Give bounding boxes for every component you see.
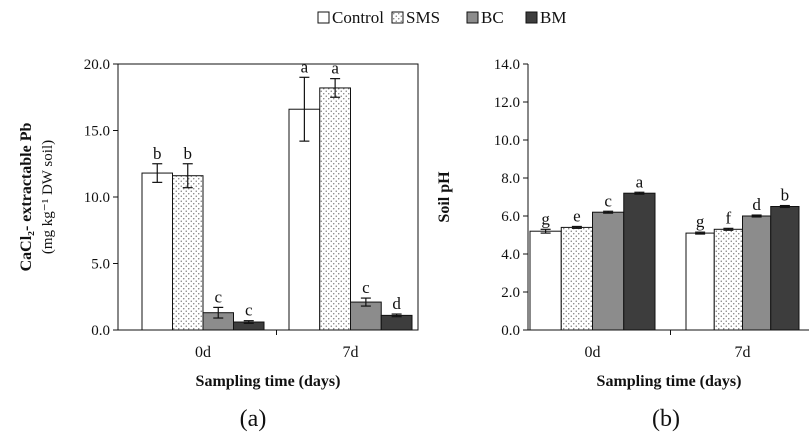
y-tick-label: 6.0 [501,209,520,225]
significance-letter: c [604,191,612,210]
y-tick-label: 0.0 [501,323,520,339]
significance-letter: b [153,144,162,163]
panel-b: 0.0 2.0 4.0 6.0 8.0 10.0 12.0 14.0 0d g e c a 7d g f d b S… [436,57,809,432]
y-tick-label: 20.0 [84,57,110,73]
bar-control-0d [529,230,562,331]
significance-letter: f [726,208,732,227]
bar-control-0d [141,172,173,331]
y-axis-unit: (mg kg⁻¹ DW soil) [40,140,56,254]
significance-letter: a [331,59,339,78]
significance-letter: d [392,294,401,313]
y-tick-label: 10.0 [84,190,110,206]
bar-sms-7d [319,87,351,331]
legend-label-bc: BC [481,8,504,27]
bar-sms-7d [713,228,743,331]
significance-letter: b [781,186,790,205]
x-category-label: 0d [585,344,601,361]
panel-label: (b) [652,406,680,432]
y-tick-label: 10.0 [494,133,520,149]
significance-letter: c [362,278,370,297]
bar-control-7d [288,108,321,331]
y-tick-label: 12.0 [494,95,520,111]
panel-a: 0.0 5.0 10.0 15.0 20.0 0d b b c c 7d a a c d Sampling t… [18,57,419,432]
significance-letter: d [752,195,761,214]
bar-sms-0d [172,175,204,331]
x-axis-label: Sampling time (days) [597,373,742,390]
bar-bm-0d [623,192,656,331]
significance-letter: g [696,212,705,231]
panel-label: (a) [240,406,267,432]
y-tick-label: 14.0 [494,57,520,73]
legend-label-bm: BM [540,8,566,27]
significance-letter: a [301,57,309,76]
legend: Control SMS BC BM [317,8,566,27]
bar-bm-7d [770,206,800,331]
legend-swatch-control [317,11,330,24]
significance-letter: c [245,301,253,320]
significance-letter: g [541,209,550,228]
significance-letter: e [573,206,581,225]
y-tick-label: 15.0 [84,124,110,140]
significance-letter: c [214,287,222,306]
x-category-label: 7d [735,344,751,361]
y-tick-label: 5.0 [91,257,110,273]
bar-sms-0d [560,226,593,331]
y-axis-label: CaCl₂- extractable Pb [18,123,35,272]
y-axis-label: Soil pH [436,171,453,223]
y-tick-label: 0.0 [91,323,110,339]
y-tick-label: 4.0 [501,247,520,263]
significance-letter: a [636,172,644,191]
x-axis-label: Sampling time (days) [196,373,341,390]
legend-swatch-bc [466,11,479,24]
x-category-label: 7d [343,344,359,361]
bar-bc-7d [742,215,772,331]
legend-label-sms: SMS [406,8,440,27]
legend-label-control: Control [332,8,384,27]
y-tick-label: 8.0 [501,171,520,187]
bar-control-7d [685,232,715,331]
x-category-label: 0d [195,344,211,361]
bar-bm-7d [380,314,413,331]
bar-bc-0d [592,211,625,331]
legend-swatch-sms [391,11,404,24]
y-tick-label: 2.0 [501,285,520,301]
legend-swatch-bm [525,11,538,24]
significance-letter: b [184,144,193,163]
